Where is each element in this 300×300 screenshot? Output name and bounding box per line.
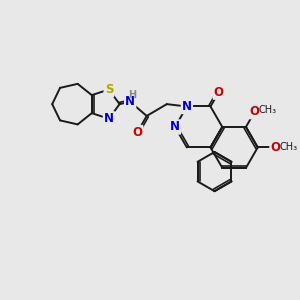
- Text: N: N: [125, 95, 135, 108]
- Text: CH₃: CH₃: [279, 142, 298, 152]
- Text: O: O: [250, 105, 260, 118]
- Text: N: N: [170, 121, 180, 134]
- Text: N: N: [104, 112, 114, 125]
- Text: O: O: [132, 126, 142, 139]
- Text: H: H: [128, 90, 136, 100]
- Text: O: O: [271, 141, 281, 154]
- Text: N: N: [182, 100, 192, 113]
- Text: O: O: [214, 86, 224, 99]
- Text: S: S: [105, 83, 113, 96]
- Text: CH₃: CH₃: [259, 105, 277, 115]
